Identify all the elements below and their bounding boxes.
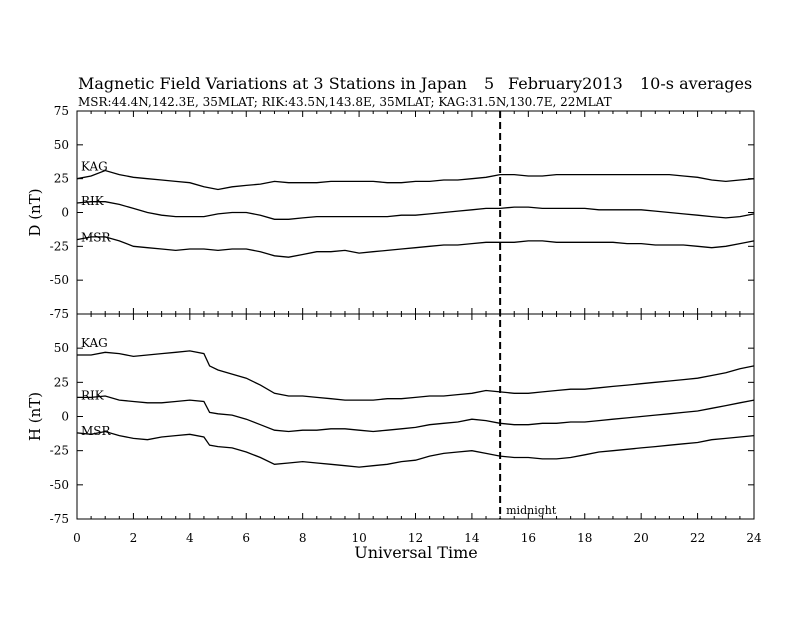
panel-1-frame [76, 110, 755, 315]
panel-2-series-rik-label: RIK [81, 388, 105, 402]
panel-1-series-rik-line [76, 201, 755, 220]
plot-layer: 75 50 25 0 -25 -50 -75 D (nT) KAG RIK MSR 50 25 0 -25 -… [26, 104, 762, 545]
panel-2-series-msr-label: MSR [81, 424, 112, 438]
panel-2-y-tick-label: -75 [50, 512, 69, 526]
x-tick-label: 20 [634, 531, 649, 545]
x-tick-label: 4 [186, 531, 194, 545]
panel-2-y-tick-label: 0 [61, 410, 69, 424]
panel-2-series-kag-label: KAG [81, 336, 108, 350]
panel-2-y-tick-label: 25 [54, 375, 69, 389]
x-tick-label: 0 [73, 531, 81, 545]
panel-1-y-tick-label: -25 [50, 239, 69, 253]
x-axis-label: Universal Time [354, 543, 477, 562]
x-tick-label: 12 [408, 531, 423, 545]
panel-2-y-axis-label: H (nT) [26, 392, 44, 441]
panel-1-y-tick-label: 75 [54, 104, 69, 118]
panel-1-y-tick-label: -50 [50, 273, 69, 287]
panel-1-series-msr-label: MSR [81, 231, 112, 245]
chart-averaging: 10-s averages [640, 74, 752, 93]
x-tick-label: 24 [746, 531, 762, 545]
x-tick-label: 10 [351, 531, 366, 545]
panel-1-y-tick-label: -75 [50, 307, 69, 321]
chart-subtitle: MSR:44.4N,142.3E, 35MLAT; RIK:43.5N,143.… [78, 95, 612, 109]
x-tick-label: 14 [464, 531, 480, 545]
chart-date-day: 5 [484, 74, 494, 93]
panel-1-series-rik-label: RIK [81, 194, 105, 208]
panel-1-y-tick-label: 25 [54, 172, 69, 186]
panel-2-series-kag-line [77, 350, 755, 401]
chart-date-month-year: February2013 [508, 74, 623, 93]
x-tick-label: 6 [242, 531, 250, 545]
panel-2-y-tick-label: -50 [50, 478, 69, 492]
panel-2-series-msr-line [76, 430, 755, 468]
panel-1-y-axis-label: D (nT) [26, 188, 44, 236]
chart-title: Magnetic Field Variations at 3 Stations … [78, 74, 467, 93]
panel-1-series-kag-line [76, 169, 755, 191]
panel-2-y-tick-label: -25 [50, 444, 69, 458]
panel-1-y-tick-label: 0 [61, 206, 69, 220]
x-tick-label: 18 [577, 531, 592, 545]
x-tick-label: 22 [690, 531, 705, 545]
x-tick-label: 16 [521, 531, 536, 545]
x-tick-label: 8 [299, 531, 307, 545]
panel-2-frame [76, 313, 755, 520]
panel-1-series-msr-line [76, 236, 755, 258]
panel-1-y-tick-label: 50 [54, 138, 69, 152]
midnight-marker-label: midnight [506, 504, 557, 517]
panel-2-y-tick-label: 50 [54, 341, 69, 355]
panel-1-series-kag-label: KAG [81, 160, 108, 174]
panel-2-series-rik-line [77, 395, 755, 433]
x-tick-label: 2 [130, 531, 138, 545]
